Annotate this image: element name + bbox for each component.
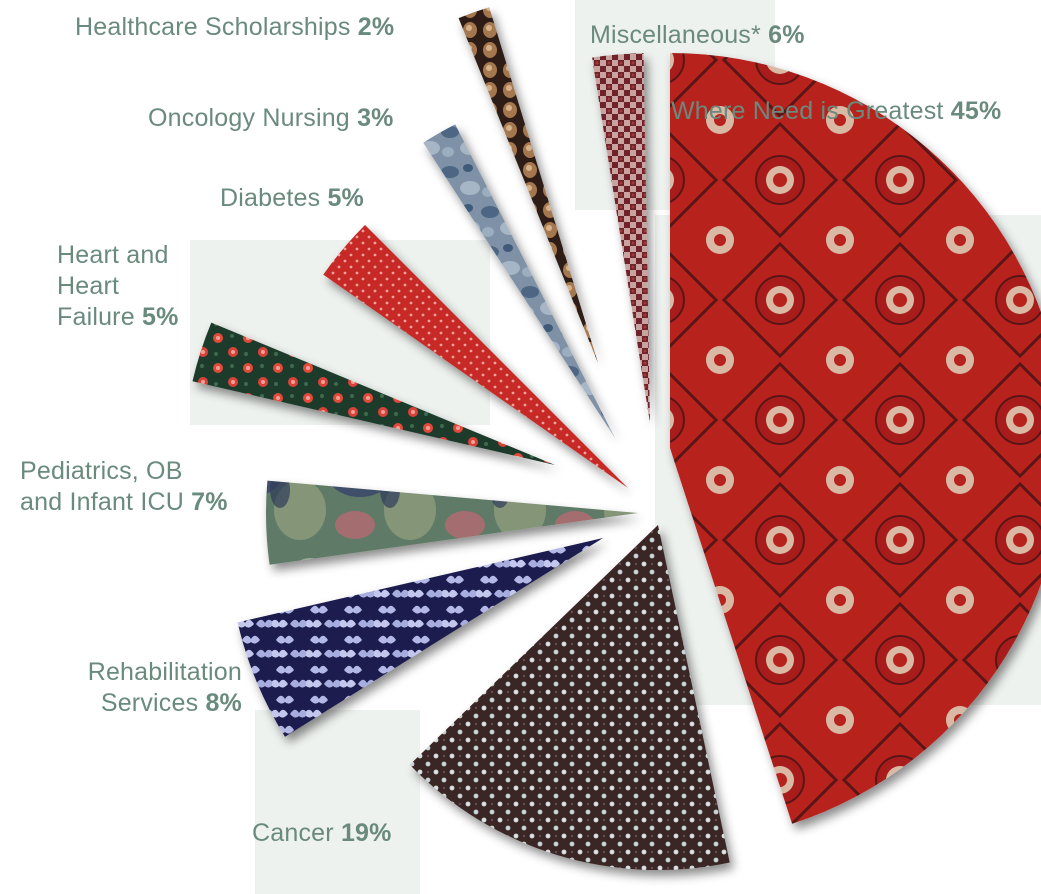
background-panel — [255, 710, 420, 894]
label-percent: 7% — [191, 488, 228, 516]
label-percent: 45% — [950, 97, 1002, 125]
pie-slice-diabetes — [323, 225, 628, 488]
label-healthcare-scholarships: Healthcare Scholarships 2% — [75, 12, 394, 43]
label-percent: 19% — [340, 819, 392, 847]
label-pediatrics-ob-infant-icu: Pediatrics, OB and Infant ICU 7% — [20, 456, 250, 518]
label-percent: 2% — [357, 13, 395, 41]
label-name: Diabetes — [220, 184, 321, 212]
label-oncology-nursing: Oncology Nursing 3% — [148, 103, 394, 134]
label-name: Rehabilitation Services — [87, 658, 242, 717]
label-name: Cancer — [252, 819, 334, 847]
label-name: Where Need is Greatest — [671, 97, 944, 125]
label-percent: 5% — [327, 184, 364, 212]
label-name: Miscellaneous* — [590, 21, 761, 49]
label-rehabilitation-services: Rehabilitation Services 8% — [60, 657, 242, 719]
label-where-need-is-greatest: Where Need is Greatest 45% — [671, 96, 1001, 127]
label-percent: 6% — [768, 21, 805, 49]
pie-slice-oncology-nursing — [423, 124, 615, 439]
label-percent: 8% — [205, 689, 242, 717]
pie-slice-rehabilitation-services — [237, 538, 603, 737]
label-diabetes: Diabetes 5% — [220, 183, 364, 214]
pie-slice-miscellaneous — [592, 53, 650, 423]
label-percent: 5% — [141, 303, 179, 331]
label-heart-and-heart-failure: Heart and Heart Failure 5% — [57, 240, 179, 333]
label-name: Oncology Nursing — [148, 104, 350, 132]
pie-slice-healthcare-scholarships — [458, 7, 598, 364]
label-percent: 3% — [357, 104, 394, 132]
label-name: Heart and Heart Failure — [57, 241, 169, 331]
pie-slices — [192, 7, 1041, 871]
label-miscellaneous: Miscellaneous* 6% — [590, 20, 805, 51]
label-name: Pediatrics, OB and Infant ICU — [20, 457, 185, 516]
pie-slice-pediatrics-ob-and-infant-icu — [265, 480, 638, 565]
pie-slice-heart-and-heart-failure — [192, 322, 555, 465]
pie-slice-where-need-is-greatest — [670, 53, 1041, 824]
label-cancer: Cancer 19% — [252, 818, 392, 849]
label-name: Healthcare Scholarships — [75, 13, 351, 41]
pie-slice-cancer — [409, 525, 730, 871]
